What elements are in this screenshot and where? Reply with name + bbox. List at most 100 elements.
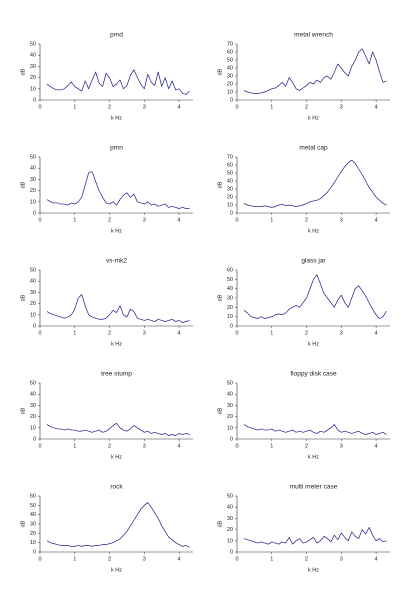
x-tick-label: 3: [143, 556, 146, 562]
y-tick-label: 70: [227, 154, 233, 160]
y-tick-label: 60: [30, 493, 36, 499]
y-tick-label: 40: [30, 166, 36, 172]
x-tick-label: 2: [108, 330, 111, 336]
x-tick-label: 2: [108, 556, 111, 562]
y-tick-label: 30: [227, 73, 233, 79]
y-tick-label: 30: [30, 521, 36, 527]
x-tick-label: 4: [375, 556, 378, 562]
y-tick-label: 10: [30, 86, 36, 92]
spectrum-line: [46, 502, 190, 548]
y-axis-label: dB: [217, 181, 223, 188]
y-tick-label: 0: [33, 323, 36, 329]
x-tick-label: 0: [38, 556, 41, 562]
y-tick-label: 20: [227, 414, 233, 420]
panel: multi meter case 0 10 20 30 40 50 0 1 2 3 4 k Hz dB: [217, 484, 390, 573]
spectrum-line: [243, 274, 387, 319]
panel-title: vs-mk2: [106, 258, 127, 265]
x-tick-label: 0: [38, 217, 41, 223]
y-tick-label: 0: [33, 97, 36, 103]
y-tick-label: 10: [227, 202, 233, 208]
spectrum-line: [243, 424, 387, 435]
y-tick-label: 10: [227, 314, 233, 320]
x-tick-label: 3: [143, 330, 146, 336]
x-tick-label: 4: [178, 217, 181, 223]
y-tick-label: 0: [33, 549, 36, 555]
y-tick-label: 10: [30, 425, 36, 431]
y-tick-label: 0: [230, 436, 233, 442]
y-tick-label: 30: [227, 186, 233, 192]
x-tick-label: 0: [38, 104, 41, 110]
y-tick-label: 40: [227, 178, 233, 184]
x-axis-label: k Hz: [308, 454, 319, 460]
y-tick-label: 20: [227, 305, 233, 311]
panel: floppy disk case 0 10 20 30 40 50 0 1 2 3 4 k Hz dB: [217, 371, 390, 460]
x-tick-label: 1: [270, 217, 273, 223]
y-tick-label: 0: [230, 549, 233, 555]
x-tick-label: 3: [340, 104, 343, 110]
x-tick-label: 4: [375, 104, 378, 110]
y-tick-label: 50: [227, 57, 233, 63]
y-tick-label: 0: [230, 323, 233, 329]
y-tick-label: 30: [30, 290, 36, 296]
panel: metal cap 0 10 20 30 40 50 60 70 0 1 2 3 4 k Hz dB: [217, 145, 390, 234]
panel-title: glass jar: [301, 258, 326, 265]
y-axis-label: dB: [20, 68, 26, 75]
y-tick-label: 0: [230, 97, 233, 103]
y-axis-label: dB: [217, 294, 223, 301]
x-tick-label: 2: [108, 217, 111, 223]
y-axis-label: dB: [20, 407, 26, 414]
x-tick-label: 1: [73, 443, 76, 449]
y-tick-label: 0: [33, 436, 36, 442]
y-tick-label: 50: [227, 493, 233, 499]
y-tick-label: 40: [30, 279, 36, 285]
y-tick-label: 40: [227, 286, 233, 292]
x-axis-label: k Hz: [308, 567, 319, 573]
spectrum-line: [46, 69, 190, 95]
y-axis-label: dB: [217, 407, 223, 414]
x-axis-label: k Hz: [111, 567, 122, 573]
y-tick-label: 20: [227, 81, 233, 87]
x-tick-label: 3: [143, 217, 146, 223]
panel: tree stump 0 10 20 30 40 50 0 1 2 3 4 k Hz dB: [20, 371, 193, 460]
x-tick-label: 3: [143, 104, 146, 110]
x-tick-label: 0: [235, 443, 238, 449]
x-axis-label: k Hz: [111, 454, 122, 460]
panel-title: floppy disk case: [290, 371, 337, 378]
spectrum-line: [243, 527, 387, 545]
x-axis-label: k Hz: [308, 228, 319, 234]
x-tick-label: 2: [305, 556, 308, 562]
spectrum-line: [243, 48, 387, 94]
y-tick-label: 40: [30, 512, 36, 518]
y-tick-label: 50: [227, 380, 233, 386]
x-tick-label: 4: [178, 556, 181, 562]
y-tick-label: 30: [30, 177, 36, 183]
x-tick-label: 1: [270, 104, 273, 110]
y-tick-label: 10: [30, 312, 36, 318]
x-tick-label: 2: [108, 104, 111, 110]
x-tick-label: 3: [340, 556, 343, 562]
y-axis-label: dB: [20, 520, 26, 527]
x-tick-label: 2: [108, 443, 111, 449]
y-axis-label: dB: [20, 181, 26, 188]
y-tick-label: 40: [30, 53, 36, 59]
x-tick-label: 4: [178, 330, 181, 336]
x-axis-label: k Hz: [111, 228, 122, 234]
y-tick-label: 0: [230, 210, 233, 216]
y-tick-label: 10: [227, 538, 233, 544]
x-tick-label: 3: [340, 217, 343, 223]
y-tick-label: 10: [227, 89, 233, 95]
x-tick-label: 0: [235, 217, 238, 223]
y-tick-label: 40: [227, 392, 233, 398]
y-tick-label: 40: [227, 65, 233, 71]
panel-title: metal wrench: [294, 32, 333, 39]
x-tick-label: 2: [305, 217, 308, 223]
y-tick-label: 20: [30, 188, 36, 194]
y-tick-label: 20: [227, 527, 233, 533]
y-tick-label: 30: [30, 64, 36, 70]
panel: pmd 0 10 20 30 40 50 0 1 2 3 4 k Hz dB: [20, 32, 193, 121]
spectrum-line: [243, 159, 387, 208]
y-tick-label: 30: [227, 295, 233, 301]
y-tick-label: 60: [227, 49, 233, 55]
y-tick-label: 40: [30, 392, 36, 398]
